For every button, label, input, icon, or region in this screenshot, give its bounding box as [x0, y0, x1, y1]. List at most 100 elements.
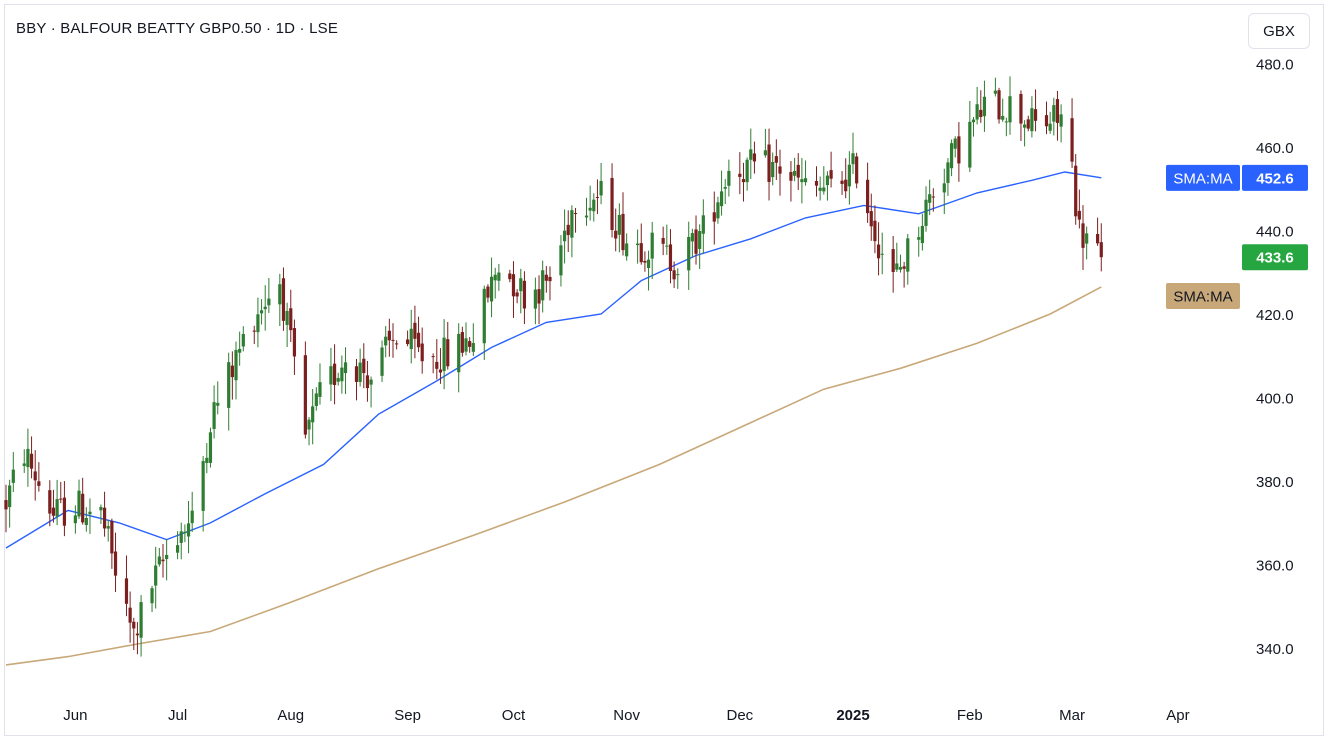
candle-body: [369, 379, 373, 385]
candle-body: [971, 119, 976, 123]
candle-body: [676, 274, 680, 276]
candle-body: [953, 138, 957, 149]
candle-body: [917, 237, 921, 240]
candle-body: [957, 136, 961, 164]
candle-body: [340, 367, 344, 382]
candle-body: [906, 238, 910, 272]
candle-body: [771, 161, 775, 178]
candle-body: [29, 453, 34, 469]
candle-body: [391, 339, 395, 341]
candle-body: [303, 355, 307, 435]
candle-body: [745, 159, 749, 183]
candle-body: [365, 375, 370, 389]
candle-body: [8, 485, 12, 508]
x-tick-label: Mar: [1059, 707, 1085, 724]
candle-body: [230, 365, 234, 378]
candle-body: [701, 215, 705, 234]
candle-body: [88, 511, 92, 515]
candle-body: [387, 330, 391, 341]
candle-body: [135, 633, 140, 636]
candle-body: [792, 170, 797, 176]
candle-body: [62, 497, 67, 526]
candle-body: [650, 232, 654, 259]
candle-body: [847, 164, 851, 187]
candle-body: [384, 336, 388, 346]
candle-body: [895, 263, 899, 270]
candle-body: [33, 471, 37, 481]
candle-body: [800, 179, 804, 183]
candle-body: [405, 339, 410, 345]
candle-body: [920, 225, 924, 244]
y-tick-label: 480.0: [1256, 56, 1294, 73]
candle-body: [1026, 119, 1030, 129]
sma50-label-bg: [1242, 164, 1308, 191]
candle-body: [829, 170, 833, 179]
candle-body: [281, 278, 286, 321]
candle-body: [672, 270, 676, 280]
candle-body: [818, 187, 822, 191]
candle-body: [741, 179, 746, 183]
candle-body: [256, 314, 260, 333]
candle-body: [537, 289, 541, 304]
candle-body: [610, 177, 614, 231]
candle-body: [416, 332, 421, 348]
candle-body: [205, 457, 209, 463]
candle-body: [570, 210, 574, 238]
candle-body: [515, 292, 519, 297]
sma200-label-text: SMA:MA: [1173, 289, 1232, 306]
candle-body: [329, 366, 333, 385]
candle-body: [471, 343, 475, 352]
candle-body: [190, 510, 194, 524]
candle-body: [438, 369, 443, 373]
candle-body: [99, 507, 103, 511]
candle-body: [457, 333, 461, 373]
y-tick-label: 400.0: [1256, 391, 1294, 408]
candle-body: [132, 621, 136, 629]
candle-body: [413, 322, 417, 339]
candle-body: [420, 343, 424, 362]
x-tick-label: Aug: [277, 707, 304, 724]
candle-body: [719, 191, 724, 207]
candle-body: [855, 156, 859, 184]
candle-body: [928, 194, 932, 203]
candle-body: [362, 358, 366, 374]
candle-body: [380, 347, 384, 376]
candle-body: [668, 244, 673, 271]
candle-body: [464, 338, 468, 352]
candle-body: [902, 266, 906, 269]
candle-body: [1081, 223, 1085, 248]
candle-body: [51, 507, 56, 516]
y-tick-label: 360.0: [1256, 558, 1294, 575]
candle-body: [661, 238, 665, 244]
candle-body: [767, 144, 771, 182]
candle-body: [814, 180, 819, 186]
candle-body: [409, 328, 413, 350]
candle-body: [949, 143, 954, 169]
candle-body: [289, 308, 293, 331]
y-tick-label: 460.0: [1256, 140, 1294, 157]
candle-body: [924, 199, 928, 226]
candle-body: [774, 156, 778, 163]
candle-body: [584, 215, 589, 218]
sma50-label-text: SMA:MA: [1173, 170, 1232, 187]
candle-body: [179, 531, 183, 543]
candle-body: [486, 286, 490, 298]
candle-body: [559, 245, 563, 276]
x-tick-label: Oct: [502, 707, 526, 724]
candle-body: [625, 243, 629, 257]
candle-body: [844, 179, 848, 192]
candle-body: [102, 507, 107, 529]
candle-body: [1044, 115, 1049, 127]
candle-body: [468, 341, 472, 347]
candle-body: [825, 175, 830, 186]
candle-body: [186, 523, 191, 537]
x-tick-label: Jun: [63, 707, 87, 724]
candle-body: [946, 162, 950, 183]
candle-body: [880, 253, 884, 255]
candle-body: [979, 109, 983, 117]
candle-body: [435, 361, 439, 369]
currency-button[interactable]: GBX: [1248, 13, 1310, 49]
candle-body: [216, 402, 220, 406]
